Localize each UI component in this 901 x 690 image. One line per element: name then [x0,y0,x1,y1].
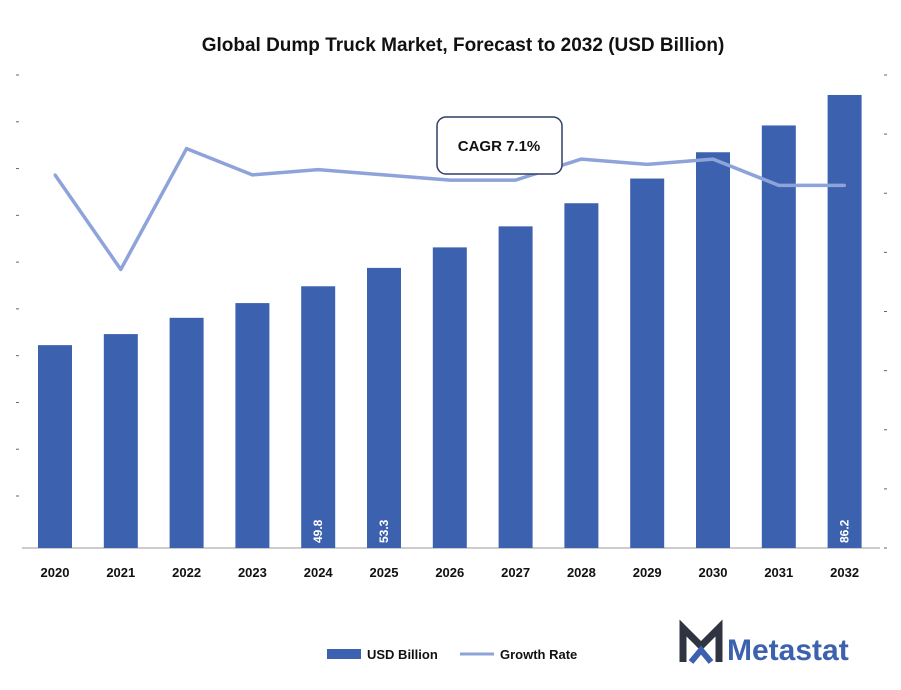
bar-2020 [38,345,72,548]
bar-2025 [367,267,401,548]
growth-rate-point-2024 [316,168,320,172]
growth-rate-point-2020 [53,173,57,177]
growth-rate-point-2022 [185,147,189,151]
data-label-2024: 49.8 [311,519,325,543]
metastat-brand: Metastat [679,619,849,667]
bars-group [38,94,862,549]
left-axis [16,74,19,497]
growth-rate-line-group [53,146,847,272]
growth-rate-point-2029 [645,162,649,166]
growth-rate-point-2021 [119,267,123,271]
bar-2027 [498,226,533,549]
metastat-m-logo-icon [679,619,723,664]
cagr-callout-text: CAGR 7.1% [458,138,541,155]
x-tick-label: 2021 [106,565,135,580]
x-tick-labels: 2020 2021 2022 2023 2024 2025 2026 2027 2028 2029… [41,565,860,580]
x-tick-label: 2031 [764,565,793,580]
x-tick-label: 2029 [633,565,662,580]
growth-rate-point-2032 [843,183,847,187]
bar-2024 [301,286,336,548]
legend-label-usd-billion: USD Billion [367,647,438,662]
data-label-2025: 53.3 [377,519,391,543]
x-tick-label: 2024 [304,565,334,580]
x-tick-label: 2022 [172,565,201,580]
x-tick-label: 2023 [238,565,267,580]
x-tick-label: 2020 [41,565,70,580]
growth-rate-point-2030 [711,157,715,161]
legend: USD Billion Growth Rate [327,647,577,662]
legend-label-growth-rate: Growth Rate [500,647,577,662]
data-labels-group: 49.8 53.3 86.2 [311,519,851,543]
bar-2028 [564,203,599,549]
data-label-2032: 86.2 [838,519,852,543]
growth-rate-point-2023 [250,173,254,177]
bar-2023 [235,303,270,548]
bar-2031 [761,125,796,548]
x-tick-label: 2027 [501,565,530,580]
bar-2022 [169,317,204,548]
growth-rate-point-2027 [514,178,518,182]
bar-2032 [827,94,862,549]
right-axis [884,74,887,549]
bar-2021 [103,334,138,548]
cagr-callout-box [436,116,563,175]
x-tick-label: 2032 [830,565,859,580]
x-tick-label: 2025 [370,565,399,580]
x-tick-label: 2028 [567,565,596,580]
bar-2029 [630,178,665,549]
cagr-callout: CAGR 7.1% [436,116,563,175]
chart-title: Global Dump Truck Market, Forecast to 20… [202,35,725,56]
growth-rate-point-2028 [579,157,583,161]
legend-swatch-usd-billion [327,649,361,659]
growth-rate-point-2025 [382,173,386,177]
x-tick-label: 2030 [699,565,728,580]
growth-rate-point-2031 [777,183,781,187]
growth-rate-point-2026 [448,178,452,182]
x-tick-label: 2026 [435,565,464,580]
bar-2030 [696,152,730,549]
bar-2026 [432,247,467,549]
brand-name: Metastat [727,634,849,667]
